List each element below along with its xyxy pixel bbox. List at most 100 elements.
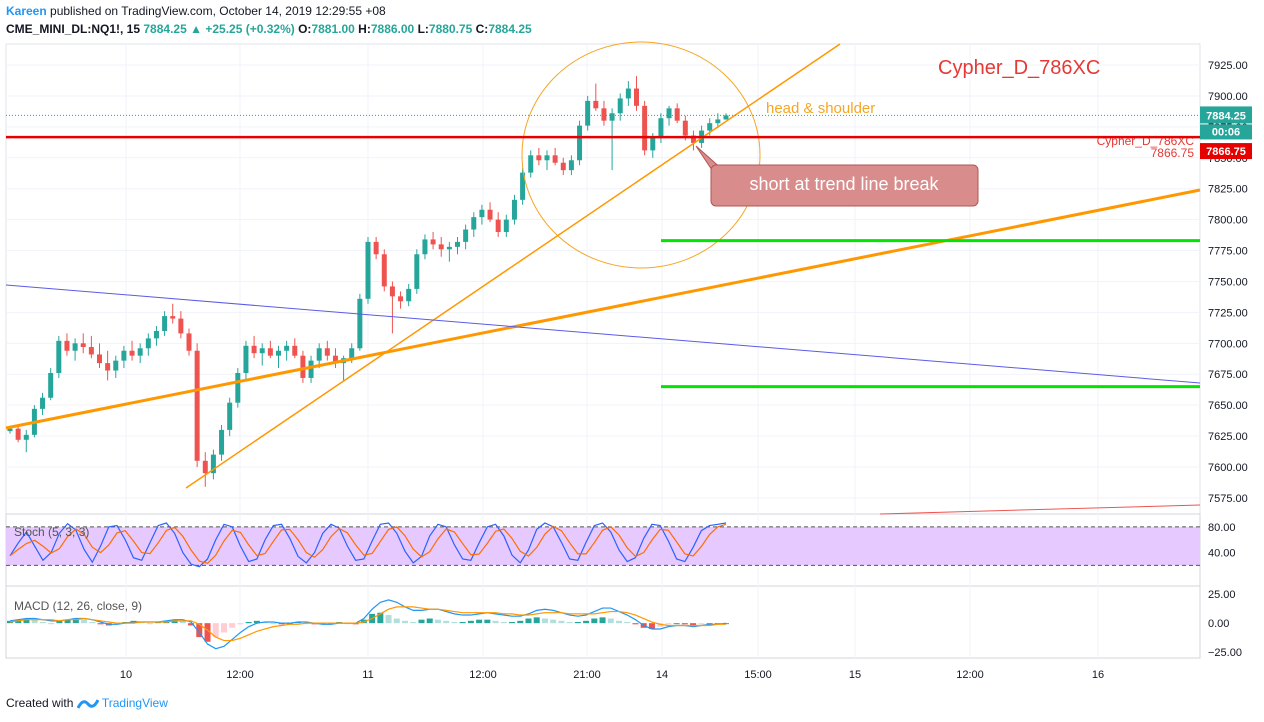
steep-trend-line[interactable] xyxy=(185,43,841,489)
macd-histogram-bar xyxy=(541,618,548,624)
tradingview-brand[interactable]: TradingView xyxy=(101,696,168,710)
macd-histogram-bar xyxy=(492,620,499,624)
candle-body xyxy=(137,348,143,356)
candle-body xyxy=(511,199,517,220)
price-tick-label: 7650.00 xyxy=(1208,400,1248,412)
macd-histogram-bar xyxy=(451,622,458,624)
candle-body xyxy=(210,454,216,474)
macd-histogram-bar xyxy=(418,619,425,624)
macd-label: MACD (12, 26, close, 9) xyxy=(14,599,142,613)
indicator-lines xyxy=(7,522,729,650)
close-label: C: xyxy=(475,22,489,36)
publish-line: Kareen published on TradingView.com, Oct… xyxy=(6,4,386,18)
candle-body xyxy=(194,350,200,461)
candle-body xyxy=(568,160,574,171)
candle-body xyxy=(715,119,721,124)
candle-body xyxy=(72,343,78,351)
candle-body xyxy=(23,434,29,440)
price-tick-label: 7675.00 xyxy=(1208,369,1248,381)
price-tick-label: 7625.00 xyxy=(1208,431,1248,443)
macd-histogram-bar xyxy=(714,623,721,625)
candle-body xyxy=(284,345,290,351)
macd-histogram-bar xyxy=(81,619,88,624)
highlight-circle[interactable] xyxy=(521,41,761,269)
candle-body xyxy=(414,254,420,289)
macd-histogram-bar xyxy=(56,620,63,624)
level-value-label: 7866.75 xyxy=(1151,146,1195,160)
macd-histogram-bar xyxy=(550,619,557,624)
long-trend-line[interactable] xyxy=(5,188,1201,430)
candle-body xyxy=(48,373,54,398)
macd-histogram-bar xyxy=(179,620,186,624)
macd-histogram-bar xyxy=(467,620,474,624)
candle-body xyxy=(235,373,241,403)
macd-histogram-bar xyxy=(599,617,606,624)
macd-histogram-bar xyxy=(517,620,524,624)
candle-body xyxy=(455,241,460,247)
open-value: 7881.00 xyxy=(311,22,355,36)
time-tick-label: 15:00 xyxy=(744,669,772,681)
macd-histogram-bar xyxy=(591,618,598,624)
macd-histogram-bar xyxy=(377,612,384,624)
macd-histogram-bar xyxy=(237,623,244,625)
macd-histogram-bar xyxy=(426,618,433,624)
price-axis[interactable]: 7925.007900.007875.007850.007825.007800.… xyxy=(1200,60,1252,659)
candle-body xyxy=(479,209,485,218)
candle-body xyxy=(642,105,648,151)
candle-body xyxy=(520,172,526,200)
candle-body xyxy=(430,239,436,245)
high-label: H: xyxy=(358,22,371,36)
candle-body xyxy=(438,244,444,250)
candle-body xyxy=(601,108,607,121)
candle-body xyxy=(560,162,566,171)
candle-body xyxy=(97,354,102,364)
macd-histogram-bar xyxy=(212,623,219,638)
price-tick-label: 7800.00 xyxy=(1208,215,1248,227)
time-tick-label: 21:00 xyxy=(573,669,601,681)
candle-body xyxy=(308,360,314,378)
macd-histogram-bar xyxy=(196,623,203,638)
candles xyxy=(7,76,729,487)
candle-body xyxy=(202,460,208,474)
red-thin-line[interactable] xyxy=(879,504,1201,515)
candle-body xyxy=(219,429,225,455)
macd-histogram-bar xyxy=(220,623,227,633)
candle-body xyxy=(316,348,322,361)
blue-trend-line[interactable] xyxy=(5,284,1201,384)
callout-box[interactable] xyxy=(710,164,979,207)
candle-body xyxy=(251,345,257,354)
author-name[interactable]: Kareen xyxy=(6,4,47,18)
low-value: 7880.75 xyxy=(428,22,473,36)
time-tick-label: 10 xyxy=(120,669,132,681)
price-tick-label: 7700.00 xyxy=(1208,338,1248,350)
macd-histogram-bar xyxy=(673,623,680,625)
candle-body xyxy=(398,296,404,302)
candle-body xyxy=(64,340,70,351)
time-axis[interactable]: 10 12:00 11 12:00 21:00 14 15:00 15 12:00 16 xyxy=(120,669,1104,681)
candle-body xyxy=(324,348,330,356)
candle-body xyxy=(487,209,493,220)
candle-body xyxy=(422,239,428,255)
candle-body xyxy=(113,360,119,371)
macd-histogram-bar xyxy=(533,617,540,624)
macd-histogram-bar xyxy=(665,623,672,625)
countdown-badge xyxy=(1200,124,1252,140)
candle-body xyxy=(292,345,298,356)
candle-body xyxy=(544,155,550,161)
price-tick-label: 7825.00 xyxy=(1208,184,1248,196)
macd-histogram-bar xyxy=(39,622,46,624)
macd-histogram-bar xyxy=(48,623,55,625)
candle-body xyxy=(365,241,371,299)
macd-tick-label: 25.00 xyxy=(1208,589,1236,601)
macd-histogram-bar xyxy=(558,620,565,624)
candle-body xyxy=(227,402,233,430)
candle-body xyxy=(170,316,176,319)
chart-title: Cypher_D_786XC xyxy=(938,57,1100,79)
macd-histogram-bar xyxy=(698,623,705,625)
macd-histogram-bar xyxy=(402,620,409,624)
candle-body xyxy=(186,333,192,351)
candle-body xyxy=(88,347,94,355)
level-lines xyxy=(6,114,1200,389)
macd-tick-label: −25.00 xyxy=(1208,647,1242,659)
